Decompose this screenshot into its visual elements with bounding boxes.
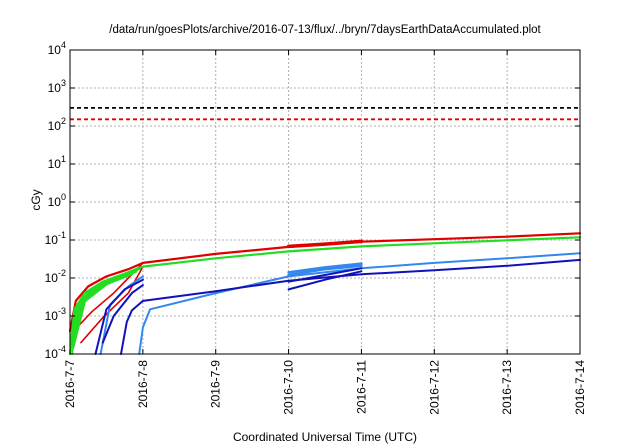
y-tick-label: 10-1 [45,230,66,247]
y-tick-label: 10-4 [45,344,66,361]
series-line [101,284,144,344]
series-line [94,278,144,355]
series-line [287,270,363,291]
x-tick-label: 2016-7-9 [209,360,223,408]
grid [70,50,580,354]
series-group [68,232,582,356]
chart-title: /data/run/goesPlots/archive/2016-07-13/f… [109,24,541,36]
y-tick-label: 103 [48,78,66,95]
series-line [286,239,364,249]
series-line [72,262,144,332]
x-tick-label: 2016-7-11 [354,360,368,414]
series-line [120,258,581,355]
x-tick-label: 2016-7-7 [63,360,77,408]
x-tick-label: 2016-7-14 [573,360,587,415]
series-line [71,272,134,349]
reference-lines [70,106,580,121]
y-tick-label: 102 [48,116,66,133]
x-tick-label: 2016-7-13 [500,360,514,415]
x-tick-label: 2016-7-8 [136,360,150,408]
series-line [99,275,144,355]
series-line [71,316,77,355]
series-line [138,252,581,355]
series-line [70,266,141,345]
tick-group: 2016-7-7 2016-7-8 2016-7-9 2016-7-10 2016-7-… [45,40,587,415]
series-line [68,236,582,356]
y-tick-label: 10-2 [45,268,66,285]
y-tick-label: 100 [48,192,66,209]
y-tick-label: 10-3 [45,306,66,323]
x-tick-label: 2016-7-10 [282,360,296,415]
x-axis-label: Coordinated Universal Time (UTC) [233,430,417,444]
series-line [287,267,363,283]
series-line [287,262,363,274]
series-line [287,264,363,277]
x-tick-label: 2016-7-12 [427,360,441,415]
y-tick-label: 104 [48,40,66,57]
series-line [68,232,582,333]
y-tick-label: 101 [48,154,66,171]
series-line [80,265,144,344]
y-axis-label: cGy [29,189,43,210]
